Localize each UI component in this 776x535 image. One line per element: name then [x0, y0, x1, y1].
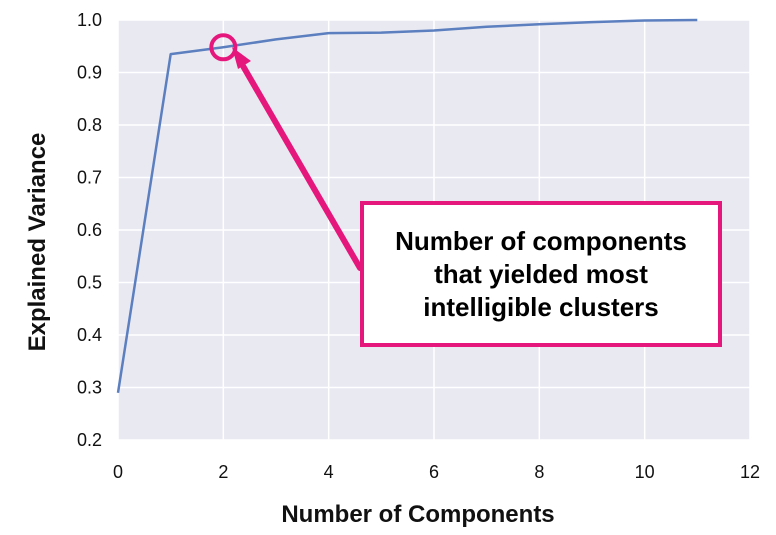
y-tick-labels: 0.2 0.3 0.4 0.5 0.6 0.7 0.8 0.9 1.0	[77, 10, 102, 450]
x-tick-label: 12	[740, 462, 760, 482]
x-tick-label: 2	[218, 462, 228, 482]
x-tick-label: 10	[635, 462, 655, 482]
highlight-marker	[209, 33, 238, 62]
callout-box	[360, 201, 722, 347]
x-tick-label: 0	[113, 462, 123, 482]
callout-arrow	[240, 63, 363, 271]
series-line	[116, 18, 698, 393]
y-tick-label: 0.3	[77, 378, 102, 398]
y-tick-label: 0.9	[77, 63, 102, 83]
x-axis-title: Number of Components	[281, 501, 554, 528]
x-tick-label: 4	[324, 462, 334, 482]
y-tick-label: 0.7	[77, 168, 102, 188]
x-tick-label: 8	[534, 462, 544, 482]
callout-line-3: intelligible clusters	[423, 292, 659, 322]
x-tick-labels: 0 2 4 6 8 10 12	[113, 462, 760, 482]
y-tick-label: 0.5	[77, 273, 102, 293]
y-tick-label: 0.2	[77, 430, 102, 450]
y-tick-label: 1.0	[77, 10, 102, 30]
y-axis-title: Explained Variance	[24, 133, 51, 352]
y-tick-label: 0.6	[77, 220, 102, 240]
y-tick-label: 0.4	[77, 325, 102, 345]
y-tick-label: 0.8	[77, 115, 102, 135]
callout-arrow-head	[232, 47, 251, 69]
callout-line-2: that yielded most	[434, 259, 648, 289]
x-tick-label: 6	[429, 462, 439, 482]
callout-line-1: Number of components	[395, 226, 687, 256]
